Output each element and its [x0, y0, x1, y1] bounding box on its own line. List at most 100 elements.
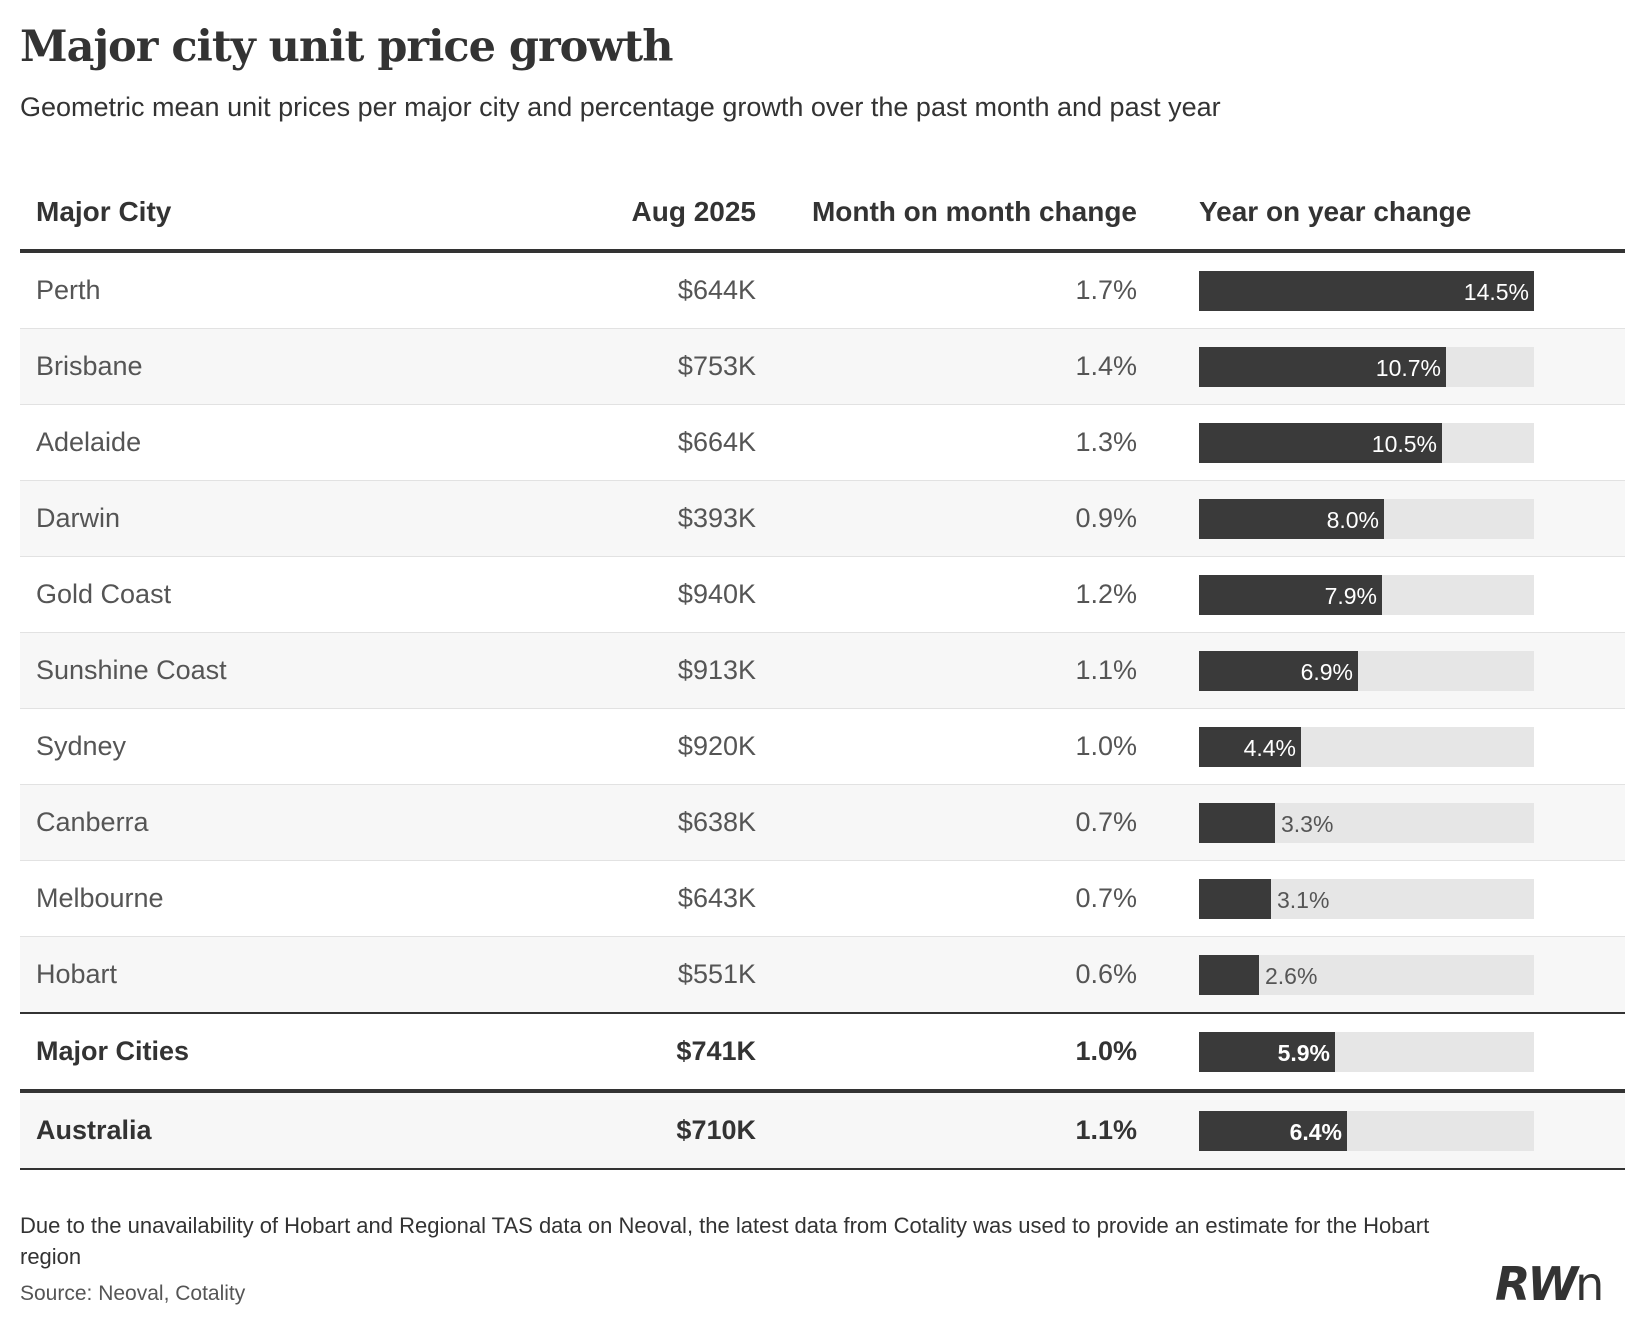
month-on-month-change: 0.7% [756, 860, 1137, 937]
yoy-bar [1199, 270, 1534, 311]
yoy-bar-label: 7.9% [1324, 582, 1377, 609]
city-name: Sydney [20, 708, 376, 785]
yoy-bar [1199, 346, 1446, 387]
city-name: Perth [20, 251, 376, 329]
month-on-month-change: 1.2% [756, 556, 1137, 633]
yoy-bar-track: 3.3% [1199, 802, 1534, 843]
month-on-month-change: 1.1% [756, 1091, 1137, 1170]
yoy-bar-track: 10.5% [1199, 422, 1534, 463]
city-name: Major Cities [20, 1013, 376, 1093]
month-on-month-change: 0.9% [756, 480, 1137, 557]
header-row: Major City Aug 2025 Month on month chang… [20, 175, 1625, 253]
year-on-year-cell: 3.1% [1137, 860, 1625, 937]
price-growth-table: Major City Aug 2025 Month on month chang… [20, 175, 1625, 1170]
table-row: Sunshine Coast $913K 1.1% 6.9% [20, 632, 1625, 709]
month-on-month-change: 1.7% [756, 251, 1137, 329]
table-row: Darwin $393K 0.9% 8.0% [20, 480, 1625, 557]
yoy-bar [1199, 422, 1442, 463]
month-on-month-change: 1.3% [756, 404, 1137, 481]
yoy-bar-label: 8.0% [1326, 506, 1379, 533]
header-month-on-month: Month on month change [756, 175, 1137, 253]
city-name: Hobart [20, 936, 376, 1014]
yoy-bar [1199, 498, 1384, 539]
yoy-bar [1199, 650, 1358, 691]
unit-price: $913K [376, 632, 756, 709]
month-on-month-change: 0.7% [756, 784, 1137, 861]
yoy-bar-label: 5.9% [1277, 1039, 1330, 1066]
year-on-year-cell: 3.3% [1137, 784, 1625, 861]
logo-text: RW [1495, 1257, 1578, 1311]
unit-price: $741K [376, 1013, 756, 1093]
month-on-month-change: 1.1% [756, 632, 1137, 709]
total-rows: Major Cities $741K 1.0% 5.9% Australia $710K 1… [20, 1013, 1625, 1170]
yoy-bar-label: 3.1% [1277, 886, 1330, 913]
yoy-bar-label: 10.5% [1371, 430, 1437, 457]
yoy-bar-label: 2.6% [1265, 962, 1318, 989]
unit-price: $643K [376, 860, 756, 937]
source-note: Source: Neoval, Cotality [20, 1282, 246, 1305]
yoy-bar [1199, 574, 1382, 615]
yoy-bar-label: 10.7% [1375, 354, 1441, 381]
logo-text-n: n [1575, 1257, 1605, 1311]
city-name: Canberra [20, 784, 376, 861]
total-row: Major Cities $741K 1.0% 5.9% [20, 1013, 1625, 1093]
yoy-bar-track: 4.4% [1199, 726, 1534, 767]
unit-price: $940K [376, 556, 756, 633]
table-row: Canberra $638K 0.7% 3.3% [20, 784, 1625, 861]
unit-price: $664K [376, 404, 756, 481]
table-row: Brisbane $753K 1.4% 10.7% [20, 328, 1625, 405]
rwn-logo: RWn [1495, 1260, 1604, 1308]
yoy-bar-track: 14.5% [1199, 270, 1534, 311]
yoy-bar-track: 8.0% [1199, 498, 1534, 539]
city-name: Darwin [20, 480, 376, 557]
city-name: Sunshine Coast [20, 632, 376, 709]
yoy-bar-label: 3.3% [1281, 810, 1334, 837]
yoy-bar-track: 6.9% [1199, 650, 1534, 691]
yoy-bar [1199, 802, 1275, 843]
yoy-bar [1199, 1031, 1335, 1072]
header-year-on-year: Year on year change [1137, 175, 1625, 253]
yoy-bar-track: 7.9% [1199, 574, 1534, 615]
city-name: Adelaide [20, 404, 376, 481]
table-row: Adelaide $664K 1.3% 10.5% [20, 404, 1625, 481]
yoy-bar-track: 3.1% [1199, 878, 1534, 919]
chart-title: Major city unit price growth [20, 22, 673, 72]
yoy-bar [1199, 726, 1301, 767]
footnote: Due to the unavailability of Hobart and … [20, 1213, 1430, 1269]
city-name: Melbourne [20, 860, 376, 937]
city-name: Australia [20, 1091, 376, 1170]
city-name: Gold Coast [20, 556, 376, 633]
year-on-year-cell: 8.0% [1137, 480, 1625, 557]
city-rows: Perth $644K 1.7% 14.5% Brisbane $753K 1.4% 10.7… [20, 251, 1625, 1014]
table-row: Gold Coast $940K 1.2% 7.9% [20, 556, 1625, 633]
chart-subtitle: Geometric mean unit prices per major cit… [20, 92, 1221, 122]
table-row: Melbourne $643K 0.7% 3.1% [20, 860, 1625, 937]
total-row: Australia $710K 1.1% 6.4% [20, 1091, 1625, 1170]
yoy-bar-track: 10.7% [1199, 346, 1534, 387]
month-on-month-change: 0.6% [756, 936, 1137, 1014]
table-row: Perth $644K 1.7% 14.5% [20, 251, 1625, 329]
unit-price: $920K [376, 708, 756, 785]
year-on-year-cell: 6.9% [1137, 632, 1625, 709]
unit-price: $393K [376, 480, 756, 557]
month-on-month-change: 1.0% [756, 708, 1137, 785]
yoy-bar-label: 14.5% [1463, 278, 1529, 305]
year-on-year-cell: 4.4% [1137, 708, 1625, 785]
unit-price: $551K [376, 936, 756, 1014]
year-on-year-cell: 10.7% [1137, 328, 1625, 405]
header-major-city: Major City [20, 175, 376, 253]
month-on-month-change: 1.0% [756, 1013, 1137, 1093]
year-on-year-cell: 10.5% [1137, 404, 1625, 481]
yoy-bar-label: 6.9% [1300, 658, 1353, 685]
yoy-bar-track: 5.9% [1199, 1031, 1534, 1072]
yoy-bar-label: 4.4% [1243, 734, 1296, 761]
city-name: Brisbane [20, 328, 376, 405]
yoy-bar [1199, 1110, 1347, 1151]
year-on-year-cell: 7.9% [1137, 556, 1625, 633]
yoy-bar [1199, 878, 1271, 919]
year-on-year-cell: 6.4% [1137, 1091, 1625, 1170]
yoy-bar-track: 6.4% [1199, 1110, 1534, 1151]
yoy-bar [1199, 954, 1259, 995]
header-aug-2025: Aug 2025 [376, 175, 756, 253]
month-on-month-change: 1.4% [756, 328, 1137, 405]
